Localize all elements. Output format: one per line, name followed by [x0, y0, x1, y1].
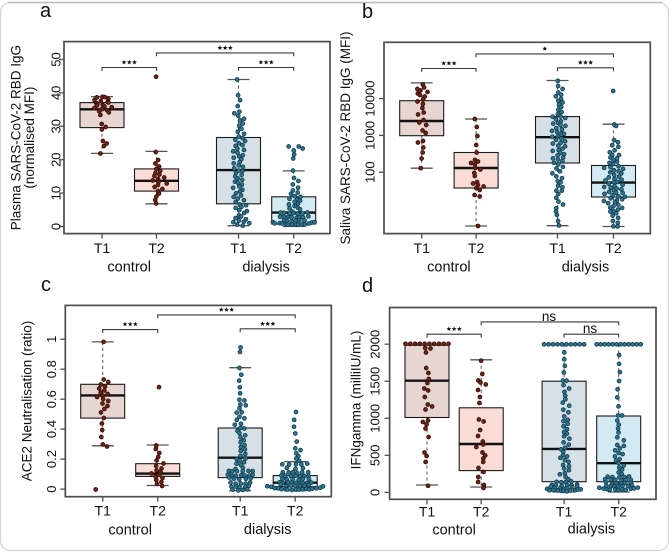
- svg-text:T2: T2: [605, 240, 622, 256]
- svg-text:100: 100: [363, 161, 378, 183]
- svg-text:dialysis: dialysis: [242, 259, 290, 275]
- svg-text:500: 500: [368, 444, 383, 466]
- svg-text:control: control: [107, 259, 151, 275]
- svg-text:IFNgamma (milliIU/mL): IFNgamma (milliIU/mL): [348, 331, 363, 470]
- svg-text:10000: 10000: [363, 81, 378, 117]
- svg-text:2000: 2000: [368, 330, 383, 359]
- svg-text:ns: ns: [542, 309, 557, 324]
- svg-text:0.4: 0.4: [44, 420, 59, 438]
- svg-text:T1: T1: [95, 503, 112, 519]
- svg-text:T2: T2: [473, 503, 490, 519]
- svg-text:30: 30: [49, 119, 64, 133]
- svg-text:T1: T1: [419, 503, 436, 519]
- svg-text:T2: T2: [286, 240, 303, 256]
- svg-text:20: 20: [49, 152, 64, 166]
- svg-text:control: control: [427, 259, 471, 275]
- svg-text:T1: T1: [414, 240, 431, 256]
- svg-text:ACE2 Neutralisation (ratio): ACE2 Neutralisation (ratio): [19, 321, 34, 482]
- svg-text:1500: 1500: [368, 367, 383, 396]
- svg-text:(normalised MFI): (normalised MFI): [22, 87, 37, 189]
- svg-text:0: 0: [49, 223, 64, 230]
- svg-text:10: 10: [49, 186, 64, 200]
- svg-text:T2: T2: [611, 503, 628, 519]
- svg-text:0.2: 0.2: [44, 450, 59, 468]
- svg-text:1000: 1000: [363, 121, 378, 150]
- svg-text:dialysis: dialysis: [244, 522, 292, 538]
- svg-text:T2: T2: [150, 503, 167, 519]
- svg-text:T2: T2: [148, 240, 165, 256]
- svg-text:T1: T1: [549, 240, 566, 256]
- svg-text:1000: 1000: [368, 404, 383, 433]
- svg-text:c: c: [41, 274, 51, 296]
- svg-text:T1: T1: [556, 503, 573, 519]
- svg-text:T1: T1: [94, 240, 111, 256]
- svg-text:0: 0: [44, 485, 59, 492]
- svg-text:b: b: [362, 1, 373, 23]
- svg-text:0.8: 0.8: [44, 360, 59, 378]
- svg-text:1: 1: [44, 336, 59, 343]
- svg-text:control: control: [432, 523, 476, 539]
- svg-text:T1: T1: [230, 240, 247, 256]
- svg-text:Saliva SARS-CoV-2 RBD IgG (MFI: Saliva SARS-CoV-2 RBD IgG (MFI): [338, 31, 353, 244]
- svg-text:control: control: [108, 522, 152, 538]
- svg-text:0.6: 0.6: [44, 390, 59, 408]
- svg-text:0: 0: [368, 489, 383, 496]
- svg-text:50: 50: [49, 52, 64, 66]
- svg-text:T1: T1: [232, 503, 249, 519]
- svg-text:d: d: [362, 275, 373, 297]
- svg-text:dialysis: dialysis: [562, 259, 610, 275]
- svg-text:a: a: [40, 0, 52, 22]
- svg-text:dialysis: dialysis: [568, 522, 616, 538]
- svg-text:40: 40: [49, 86, 64, 100]
- svg-text:T2: T2: [468, 240, 485, 256]
- svg-text:ns: ns: [583, 321, 598, 336]
- svg-text:T2: T2: [287, 503, 304, 519]
- svg-text:Plasma SARS-CoV-2 RBD IgG: Plasma SARS-CoV-2 RBD IgG: [9, 45, 24, 230]
